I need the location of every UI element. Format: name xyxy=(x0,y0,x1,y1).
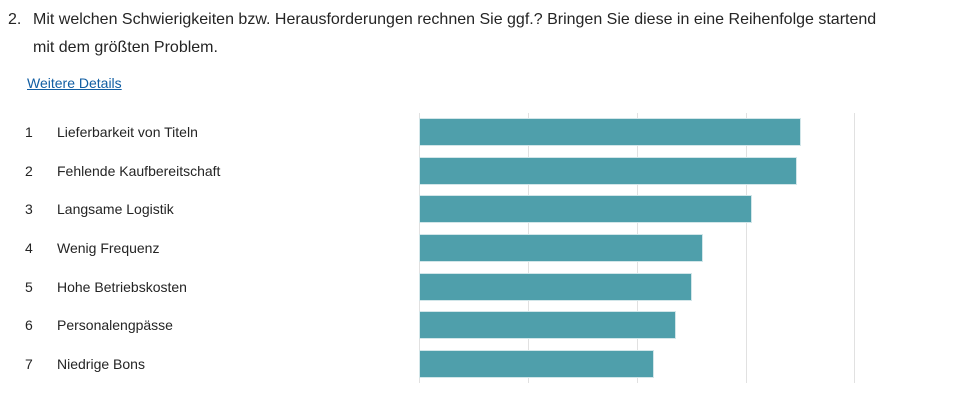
question-text: Mit welchen Schwierigkeiten bzw. Herausf… xyxy=(33,11,877,56)
gridline xyxy=(854,113,855,383)
bar-track xyxy=(419,311,855,340)
bar xyxy=(419,234,703,263)
category-label: Lieferbarkeit von Titeln xyxy=(57,124,198,141)
bar-track xyxy=(419,234,855,263)
chart-row: 1 Lieferbarkeit von Titeln xyxy=(0,113,973,152)
bar xyxy=(419,195,753,224)
bar-track xyxy=(419,156,855,185)
chart-rows: 1 Lieferbarkeit von Titeln 2 Fehlende Kaufb… xyxy=(0,113,973,383)
bar xyxy=(419,272,692,301)
bar-track xyxy=(419,118,855,147)
ranking-bar-chart: 1 Lieferbarkeit von Titeln 2 Fehlende Kaufb… xyxy=(0,113,973,383)
category-label: Langsame Logistik xyxy=(57,201,174,218)
chart-row: 4 Wenig Frequenz xyxy=(0,229,973,268)
gridline xyxy=(746,113,747,383)
rank-number: 6 xyxy=(25,317,33,334)
chart-row: 2 Fehlende Kaufbereitschaft xyxy=(0,152,973,191)
category-label: Hohe Betriebskosten xyxy=(57,278,187,295)
weitere-details-link[interactable]: Weitere Details xyxy=(27,75,122,91)
bar xyxy=(419,156,797,185)
rank-number: 1 xyxy=(25,124,33,141)
category-label: Fehlende Kaufbereitschaft xyxy=(57,162,221,179)
rank-number: 7 xyxy=(25,355,33,372)
bar xyxy=(419,118,802,147)
chart-row: 7 Niedrige Bons xyxy=(0,344,973,383)
category-label: Niedrige Bons xyxy=(57,355,145,372)
rank-number: 3 xyxy=(25,201,33,218)
bar-track xyxy=(419,195,855,224)
bar xyxy=(419,349,654,378)
bar-track xyxy=(419,349,855,378)
category-label: Wenig Frequenz xyxy=(57,240,160,257)
chart-row: 3 Langsame Logistik xyxy=(0,190,973,229)
bar-track xyxy=(419,272,855,301)
chart-row: 6 Personalengpässe xyxy=(0,306,973,345)
rank-number: 5 xyxy=(25,278,33,295)
rank-number: 4 xyxy=(25,240,33,257)
question-header: 2. Mit welchen Schwierigkeiten bzw. Hera… xyxy=(8,6,891,62)
question-number: 2. xyxy=(8,11,22,28)
chart-row: 5 Hohe Betriebskosten xyxy=(0,267,973,306)
bar xyxy=(419,311,676,340)
category-label: Personalengpässe xyxy=(57,317,173,334)
rank-number: 2 xyxy=(25,162,33,179)
